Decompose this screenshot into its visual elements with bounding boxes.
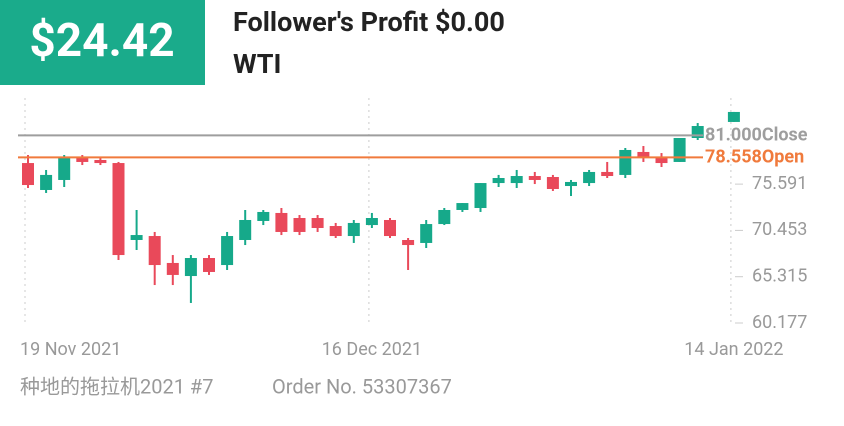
x-tick-label: 19 Nov 2021: [20, 339, 121, 360]
price-line-label: 81.000Close: [705, 124, 808, 145]
candle-body: [347, 222, 360, 237]
title: Follower's Profit $0.00: [233, 6, 505, 38]
candle-body: [166, 262, 179, 275]
order-number: Order No. 53307367: [272, 374, 452, 398]
candle-body: [275, 212, 288, 232]
candle-body: [184, 258, 197, 277]
candle-body: [22, 163, 34, 186]
candle-body: [546, 177, 559, 189]
profit-badge: [0, 0, 205, 85]
candle-body: [148, 236, 161, 266]
candle-body: [474, 183, 487, 209]
y-tick-label: 60.177: [752, 312, 807, 333]
candle-body: [384, 219, 396, 237]
y-tick-label: 75.591: [752, 173, 807, 194]
candle-body: [203, 258, 215, 272]
candle-body: [619, 149, 632, 175]
candle-body: [76, 157, 89, 162]
candle-body: [673, 137, 686, 162]
account-name: 种地的拖拉机2021 #7: [20, 374, 213, 398]
price-line-name: Open: [762, 146, 804, 167]
candle-body: [565, 181, 577, 187]
candle-body: [365, 218, 378, 226]
badge-amount: $24.42: [29, 14, 174, 68]
candle-body: [492, 178, 505, 184]
candle-body: [456, 203, 469, 210]
candle-body: [528, 176, 541, 180]
candle-body: [438, 209, 451, 225]
candle-body: [691, 126, 704, 138]
candle-body: [637, 151, 650, 158]
candle-body: [221, 236, 234, 266]
candle-body: [58, 157, 71, 180]
candle-body: [257, 211, 270, 221]
y-tick-label: 65.315: [752, 265, 807, 286]
candle-body: [420, 224, 433, 243]
candle-body: [40, 174, 53, 190]
candle-body: [112, 163, 125, 256]
candle-body: [583, 171, 596, 184]
price-line-label: 78.558Open: [705, 146, 804, 167]
price-line-value: 78.558: [705, 146, 762, 167]
x-tick-label: 16 Dec 2021: [322, 339, 422, 360]
candle-body: [510, 176, 523, 184]
candle-body: [293, 218, 306, 232]
x-tick-label: 14 Jan 2022: [684, 339, 783, 360]
candle-body: [94, 159, 107, 164]
subtitle: WTI: [233, 48, 281, 80]
candle-body: [727, 111, 740, 122]
candle-body: [601, 171, 614, 177]
y-tick-label: 70.453: [752, 219, 807, 240]
candle-body: [311, 218, 324, 229]
price-line-value: 81.000: [705, 124, 762, 145]
price-line-name: Close: [762, 124, 808, 145]
candle-body: [239, 219, 252, 240]
candle-body: [655, 157, 668, 164]
candle-body: [402, 239, 415, 246]
candle-body: [130, 235, 143, 240]
candle-body: [329, 226, 342, 237]
